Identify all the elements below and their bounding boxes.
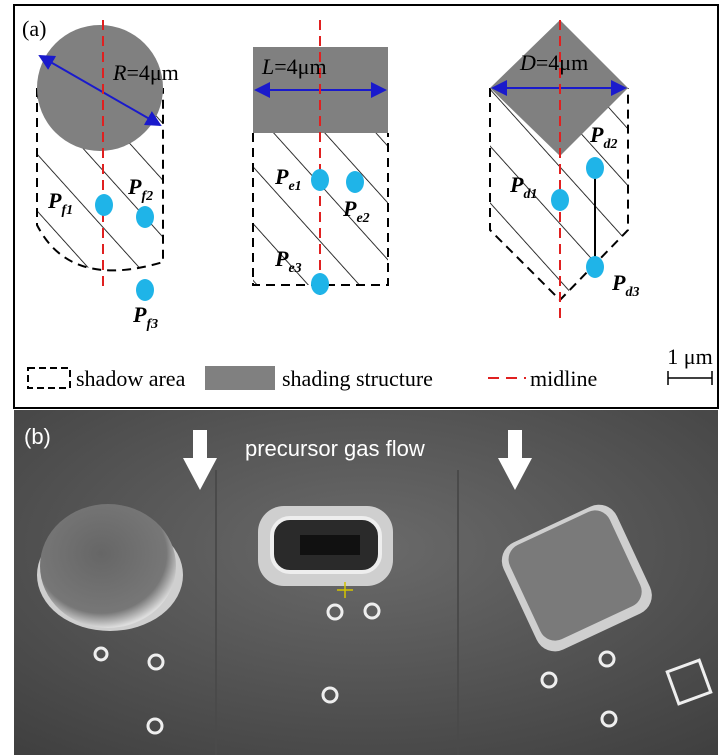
point-subscript: d3 — [625, 285, 639, 300]
point-marker — [311, 273, 329, 295]
dimension-symbol: L — [261, 54, 274, 79]
scale-bar-label: 1 μm — [667, 344, 712, 369]
dimension-label: L=4μm — [261, 54, 327, 79]
point-subscript: f1 — [61, 203, 73, 218]
point-marker — [311, 169, 329, 191]
point-symbol: P — [274, 164, 289, 189]
point-subscript: d1 — [523, 187, 537, 202]
legend-label: shadow area — [76, 366, 186, 391]
point-symbol: P — [47, 188, 62, 213]
point-symbol: P — [342, 196, 357, 221]
point-marker — [136, 279, 154, 301]
point-marker — [586, 256, 604, 278]
panel-label: (b) — [24, 424, 51, 449]
panel-label: (a) — [22, 16, 46, 41]
dimension-value: =4μm — [126, 60, 178, 85]
dimension-value: =4μm — [274, 54, 326, 79]
panel-a: (a) R=4μm L=4μm D=4μm — [14, 5, 718, 408]
point-marker — [551, 189, 569, 211]
figure: (a) R=4μm L=4μm D=4μm — [0, 0, 721, 755]
point-symbol: P — [132, 302, 147, 327]
point-symbol: P — [274, 246, 289, 271]
point-symbol: P — [611, 270, 626, 295]
point-subscript: f2 — [141, 189, 153, 204]
legend-label: midline — [530, 366, 597, 391]
panel-b: (b) precursor gas flow — [14, 410, 718, 755]
point-symbol: P — [509, 172, 524, 197]
caption: precursor gas flow — [245, 436, 425, 461]
dimension-symbol: D — [519, 50, 536, 75]
dimension-symbol: R — [112, 60, 127, 85]
point-subscript: e1 — [288, 179, 301, 194]
point-marker — [136, 206, 154, 228]
point-symbol: P — [127, 174, 142, 199]
dimension-label: R=4μm — [112, 60, 179, 85]
point-symbol: P — [589, 122, 604, 147]
dimension-value: =4μm — [536, 50, 588, 75]
point-subscript: d2 — [603, 137, 617, 152]
point-subscript: e2 — [356, 211, 369, 226]
point-marker — [586, 157, 604, 179]
point-marker — [346, 171, 364, 193]
point-marker — [95, 194, 113, 216]
legend-label: shading structure — [282, 366, 433, 391]
circle-structure: R=4μm — [37, 20, 179, 290]
dimension-label: D=4μm — [519, 50, 588, 75]
point-subscript: e3 — [288, 261, 301, 276]
point-subscript: f3 — [146, 317, 158, 332]
square-structure: L=4μm — [253, 20, 388, 295]
